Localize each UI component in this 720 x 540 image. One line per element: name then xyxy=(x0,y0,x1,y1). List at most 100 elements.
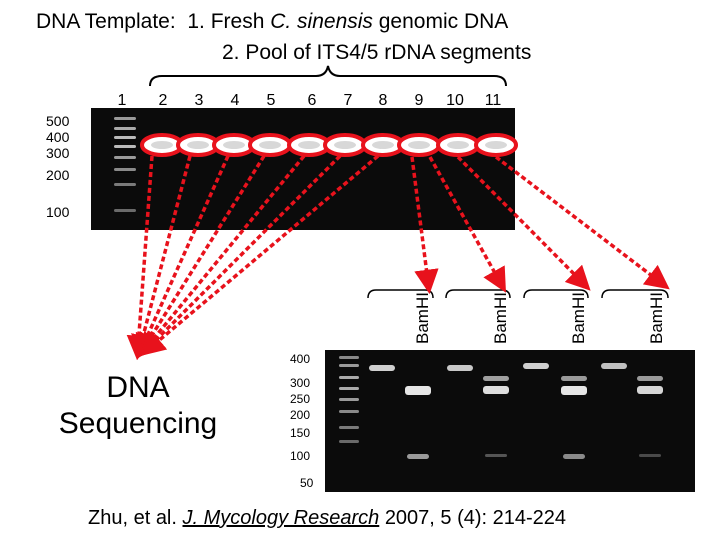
uncut-band xyxy=(601,363,627,369)
bamhi-label: BamHI xyxy=(569,292,588,344)
arrow-to-sequencing xyxy=(135,155,230,360)
bamhi-bracket-3 xyxy=(523,289,589,299)
digest-band xyxy=(637,386,663,394)
ladder-label: 150 xyxy=(290,426,311,440)
ladder-label: 400 xyxy=(290,352,311,366)
ladder-label: 100 xyxy=(46,204,70,220)
title-line-2: 2. Pool of ITS4/5 rDNA segments xyxy=(222,40,531,66)
ladder-band xyxy=(114,156,136,159)
ladder-band xyxy=(339,398,359,401)
citation-journal[interactable]: J. Mycology Research xyxy=(182,507,380,529)
arrow-to-sequencing xyxy=(137,155,266,359)
digest-arrows xyxy=(410,155,670,295)
lane-label: 10 xyxy=(446,92,464,109)
arrow-to-digest-3 xyxy=(456,155,591,291)
bamhi-bracket-2 xyxy=(445,289,511,299)
ladder-label: 400 xyxy=(46,129,70,145)
citation-details: 2007, 5 (4): 214-224 xyxy=(384,507,567,529)
ladder-band xyxy=(339,364,359,367)
ladder-label: 300 xyxy=(290,376,311,390)
lane-label: 5 xyxy=(266,92,276,109)
digest-band xyxy=(405,386,431,395)
ladder-band xyxy=(114,209,136,212)
title-prefix: DNA Template: 1. Fresh xyxy=(36,10,271,33)
arrow-to-digest-1 xyxy=(410,156,439,295)
arrow-to-sequencing xyxy=(139,154,342,357)
ladder-label: 50 xyxy=(300,476,314,490)
lane-label: 2 xyxy=(158,92,168,109)
sample-band xyxy=(259,141,281,149)
ladder-label: 200 xyxy=(46,167,70,183)
ladder-label: 500 xyxy=(46,113,70,129)
title-line-2-text: 2. Pool of ITS4/5 r xyxy=(222,41,392,64)
lane-label: 3 xyxy=(194,92,204,109)
sample-band xyxy=(334,141,356,149)
ladder-band xyxy=(339,410,359,413)
bamhi-label: BamHI xyxy=(647,292,666,344)
ladder-label: 300 xyxy=(46,145,70,161)
ladder-band xyxy=(114,117,136,120)
bamhi-label: BamHI xyxy=(491,292,510,344)
lane-label: 11 xyxy=(484,92,502,109)
dna-sequencing-label: DNA Sequencing xyxy=(40,370,236,442)
ladder-band xyxy=(114,136,136,139)
lane-label: 8 xyxy=(378,92,388,109)
bamhi-label: BamHI xyxy=(413,292,432,344)
ladder-band xyxy=(339,426,359,429)
ladder-band xyxy=(114,183,136,186)
citation-authors: Zhu, et al. xyxy=(88,507,177,529)
sample-band xyxy=(408,141,430,149)
sample-band xyxy=(298,141,320,149)
digest-band xyxy=(639,454,661,457)
sample-band xyxy=(485,141,507,149)
digest-band xyxy=(485,454,507,457)
arrow-to-digest-2 xyxy=(428,156,506,293)
uncut-band xyxy=(523,363,549,369)
arrow-to-sequencing xyxy=(131,155,192,360)
lane-label: 7 xyxy=(343,92,353,109)
arrow-to-sequencing xyxy=(126,155,154,361)
ladder-band xyxy=(339,387,359,390)
arrow-to-digest-4 xyxy=(494,155,670,290)
digest-band xyxy=(563,454,585,459)
ladder-band xyxy=(339,356,359,359)
ladder-band xyxy=(114,145,136,148)
lanes-brace xyxy=(149,65,507,87)
ladder-band xyxy=(114,127,136,130)
sequencing-line-2: Sequencing xyxy=(58,407,218,440)
sample-band xyxy=(223,141,245,149)
bottom-gel-image xyxy=(325,350,695,492)
title-line-1: DNA Template: 1. Fresh C. sinensis genom… xyxy=(36,9,508,35)
lane-label: 1 xyxy=(117,92,127,109)
lane-label: 9 xyxy=(414,92,424,109)
lane-label: 4 xyxy=(230,92,240,109)
ladder-band xyxy=(114,168,136,171)
sample-band xyxy=(447,141,469,149)
title-suffix: genomic DNA xyxy=(372,10,509,33)
digest-band xyxy=(483,386,509,394)
arrow-to-sequencing xyxy=(138,154,306,358)
citation: Zhu, et al. J. Mycology Research 2007, 5… xyxy=(88,507,566,530)
ladder-band xyxy=(339,376,359,379)
lane-label: 6 xyxy=(307,92,317,109)
bamhi-bracket-4 xyxy=(601,289,669,299)
digest-band xyxy=(637,376,663,381)
sample-band xyxy=(151,141,173,149)
uncut-band xyxy=(369,365,395,371)
arrow-to-sequencing xyxy=(140,154,380,356)
digest-band xyxy=(561,386,587,395)
digest-band xyxy=(483,376,509,381)
ladder-band xyxy=(339,440,359,443)
sequencing-line-1: DNA xyxy=(106,371,170,404)
uncut-band xyxy=(447,365,473,371)
digest-band xyxy=(561,376,587,381)
ladder-label: 200 xyxy=(290,408,311,422)
sample-band xyxy=(372,141,394,149)
band-highlights xyxy=(140,133,518,157)
digest-band xyxy=(407,454,429,459)
top-gel-image xyxy=(91,108,515,230)
species-name: C. sinensis xyxy=(270,10,373,33)
sequencing-arrows xyxy=(126,154,380,361)
